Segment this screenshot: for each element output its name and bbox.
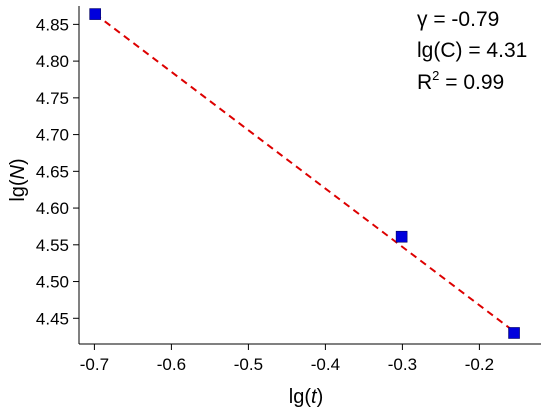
annotation-gamma: γ = -0.79 <box>417 8 499 31</box>
data-point <box>508 327 520 339</box>
y-tick-label: 4.55 <box>36 236 69 255</box>
y-tick-label: 4.60 <box>36 199 69 218</box>
y-axis: 4.45 4.50 4.55 4.60 4.65 4.70 4.75 4.80 4.85 <box>36 6 80 344</box>
annotation-lgc: lg(C) = 4.31 <box>417 39 527 62</box>
fit-line-group <box>94 13 515 333</box>
y-tick-label: 4.85 <box>36 15 69 34</box>
y-tick-label: 4.75 <box>36 89 69 108</box>
y-tick-label: 4.65 <box>36 162 69 181</box>
y-axis-title-prefix: lg( <box>7 179 29 202</box>
x-axis: -0.7 -0.6 -0.5 -0.4 -0.3 -0.2 <box>79 343 541 374</box>
data-point <box>89 8 101 20</box>
y-axis-title: lg(N) <box>7 158 29 201</box>
y-tick-label: 4.45 <box>36 309 69 328</box>
x-tick-label: -0.7 <box>80 355 109 374</box>
annotation-r2-prefix: R <box>417 71 432 94</box>
x-axis-title-suffix: ) <box>317 386 324 408</box>
x-tick-label: -0.2 <box>465 355 494 374</box>
y-tick-label: 4.70 <box>36 126 69 145</box>
x-axis-title-var: t <box>311 386 318 408</box>
x-tick-label: -0.4 <box>311 355 340 374</box>
y-axis-title-suffix: ) <box>7 158 29 165</box>
annotation-r2-suffix: = 0.99 <box>439 71 504 94</box>
y-tick-label: 4.80 <box>36 52 69 71</box>
x-axis-title: lg(t) <box>289 386 323 408</box>
y-axis-title-var: N <box>7 164 29 179</box>
x-tick-label: -0.5 <box>234 355 263 374</box>
annotation-r2: R2 = 0.99 <box>417 68 504 94</box>
x-tick-label: -0.3 <box>388 355 417 374</box>
data-point <box>395 230 408 243</box>
annotation-r2-exp: 2 <box>432 68 439 83</box>
data-points <box>89 8 520 339</box>
x-axis-title-prefix: lg( <box>289 386 312 408</box>
x-tick-label: -0.6 <box>157 355 186 374</box>
fit-line <box>94 13 515 333</box>
y-tick-label: 4.50 <box>36 273 69 292</box>
